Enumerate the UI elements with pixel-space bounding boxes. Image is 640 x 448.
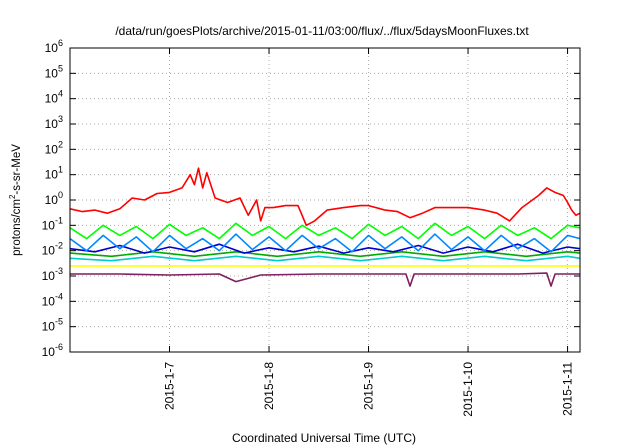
y-tick-base: 10	[45, 142, 59, 156]
series-line-6	[69, 222, 581, 240]
y-tick-base: 10	[42, 345, 56, 359]
series-line-4	[69, 243, 581, 254]
x-tick-label: 2015-1-9	[362, 362, 376, 410]
y-tick-exp: 2	[58, 139, 63, 149]
y-tick-label: 102	[45, 139, 63, 156]
x-tick-label: 2015-1-10	[461, 362, 475, 417]
y-tick-base: 10	[45, 41, 59, 55]
y-tick-exp: 3	[58, 114, 63, 124]
y-tick-exp: -6	[55, 342, 63, 352]
y-tick-label: 10-5	[42, 317, 63, 334]
y-axis-label: protons/cm2-s-sr-MeV	[8, 144, 23, 256]
y-tick-base: 10	[45, 66, 59, 80]
y-tick-base: 10	[45, 92, 59, 106]
y-axis: 10-610-510-410-310-210-11001011021031041…	[42, 38, 580, 359]
y-tick-base: 10	[42, 244, 56, 258]
y-tick-exp: -2	[55, 241, 63, 251]
y-tick-exp: -4	[55, 291, 63, 301]
series-line-2	[69, 255, 581, 262]
y-tick-exp: -3	[55, 266, 63, 276]
y-tick-label: 10-1	[42, 215, 63, 232]
y-axis-label-prefix: protons/cm	[11, 199, 23, 256]
y-tick-label: 10-2	[42, 241, 63, 258]
y-tick-exp: 0	[58, 190, 63, 200]
y-tick-exp: 4	[58, 89, 63, 99]
y-tick-label: 10-4	[42, 291, 63, 308]
y-tick-exp: 5	[58, 63, 63, 73]
y-tick-exp: -5	[55, 317, 63, 327]
series-line-0	[70, 272, 580, 287]
data-series	[69, 167, 581, 287]
y-tick-exp: 6	[58, 38, 63, 48]
y-axis-label-sup: 2	[8, 194, 17, 199]
y-tick-label: 100	[45, 190, 63, 207]
y-tick-base: 10	[42, 218, 56, 232]
y-tick-base: 10	[42, 320, 56, 334]
y-tick-label: 106	[45, 38, 63, 55]
gridlines	[70, 48, 580, 352]
x-tick-label: 2015-1-8	[262, 362, 276, 410]
y-tick-base: 10	[45, 168, 59, 182]
y-tick-label: 104	[45, 89, 63, 106]
y-tick-label: 103	[45, 114, 63, 131]
chart-title: /data/run/goesPlots/archive/2015-01-11/0…	[115, 24, 529, 38]
x-tick-label: 2015-1-7	[163, 362, 177, 410]
y-axis-label-suffix: -s-sr-MeV	[11, 144, 23, 195]
y-tick-label: 10-3	[42, 266, 63, 283]
x-axis: 2015-1-7 2015-1-8 2015-1-9 2015-1-10 2015-1-…	[163, 48, 575, 417]
y-tick-label: 10-6	[42, 342, 63, 359]
x-tick-label: 2015-1-11	[561, 362, 575, 416]
series-line-5	[69, 233, 581, 253]
y-tick-base: 10	[42, 269, 56, 283]
y-tick-exp: -1	[55, 215, 63, 225]
series-line-7	[69, 167, 581, 227]
y-tick-label: 105	[45, 63, 63, 80]
series-line-3	[69, 251, 581, 258]
y-tick-base: 10	[42, 294, 56, 308]
y-tick-base: 10	[45, 193, 59, 207]
y-tick-label: 101	[45, 165, 63, 182]
y-tick-base: 10	[45, 117, 59, 131]
x-axis-label: Coordinated Universal Time (UTC)	[232, 431, 416, 445]
y-tick-exp: 1	[58, 165, 63, 175]
